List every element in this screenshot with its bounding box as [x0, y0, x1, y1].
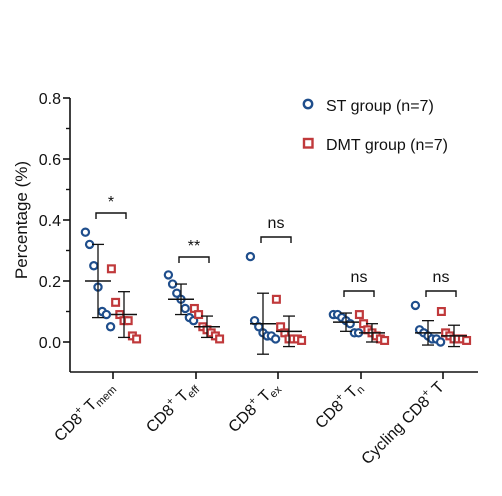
- data-point: [270, 334, 281, 344]
- x-category-label: Cycling CD8+ T: [356, 377, 448, 469]
- category-labels: CD8+ Tmem CD8+ Teff CD8+ Tex CD8+ TnCycling…: [49, 376, 448, 469]
- data-point: [435, 337, 446, 347]
- x-category-label: CD8+ Teff: [141, 376, 203, 438]
- significance-label: **: [188, 238, 200, 255]
- significance-bracket: [95, 212, 127, 219]
- data-point: [101, 309, 112, 320]
- data-point: [105, 322, 116, 332]
- data-point: [132, 334, 142, 344]
- axes: 0.0 0.2 0.4 0.6 0.8: [39, 91, 478, 379]
- data-point: [123, 316, 133, 326]
- data-point: [245, 251, 256, 262]
- data-point: [354, 310, 364, 320]
- significance-bracket: [425, 290, 457, 297]
- data-point: [111, 297, 121, 307]
- significance-label: ns: [268, 215, 285, 232]
- data-point: [462, 335, 472, 345]
- x-category-label: CD8+ Tmem: [49, 377, 119, 447]
- data-point: [410, 300, 421, 311]
- significance-bracket: [178, 256, 210, 263]
- y-axis-title: Percentage (%): [12, 161, 31, 279]
- significance-label: ns: [351, 269, 368, 286]
- x-category-label: CD8+ Tn: [310, 377, 367, 434]
- data-point: [215, 334, 225, 344]
- significance-bracket: [260, 236, 292, 243]
- y-tick-label: 0.2: [39, 274, 61, 291]
- data-point: [106, 264, 116, 274]
- data-point: [80, 227, 91, 237]
- y-tick-label: 0.4: [39, 213, 61, 230]
- data-point: [180, 303, 190, 314]
- x-category-label: CD8+ Tex: [223, 376, 284, 437]
- data-point: [345, 319, 355, 329]
- legend-marker: [302, 98, 314, 110]
- legend-marker: [302, 137, 314, 149]
- data-point: [271, 294, 281, 304]
- data-marks: [80, 227, 472, 355]
- data-point: [163, 270, 174, 280]
- legend-entry: DMT group (n=7): [326, 137, 448, 154]
- legend: ST group (n=7) DMT group (n=7): [302, 98, 448, 154]
- data-point: [89, 261, 99, 271]
- data-point: [194, 310, 204, 320]
- y-tick-label: 0.6: [39, 152, 61, 169]
- data-point: [436, 307, 446, 317]
- significance-label: *: [108, 194, 114, 211]
- data-point: [297, 335, 307, 345]
- y-tick-label: 0.8: [39, 91, 61, 108]
- y-tick-label: 0.0: [39, 335, 61, 352]
- legend-entry: ST group (n=7): [326, 98, 434, 115]
- data-point: [380, 335, 390, 345]
- significance-bracket: [343, 290, 375, 297]
- significance-label: ns: [433, 269, 450, 286]
